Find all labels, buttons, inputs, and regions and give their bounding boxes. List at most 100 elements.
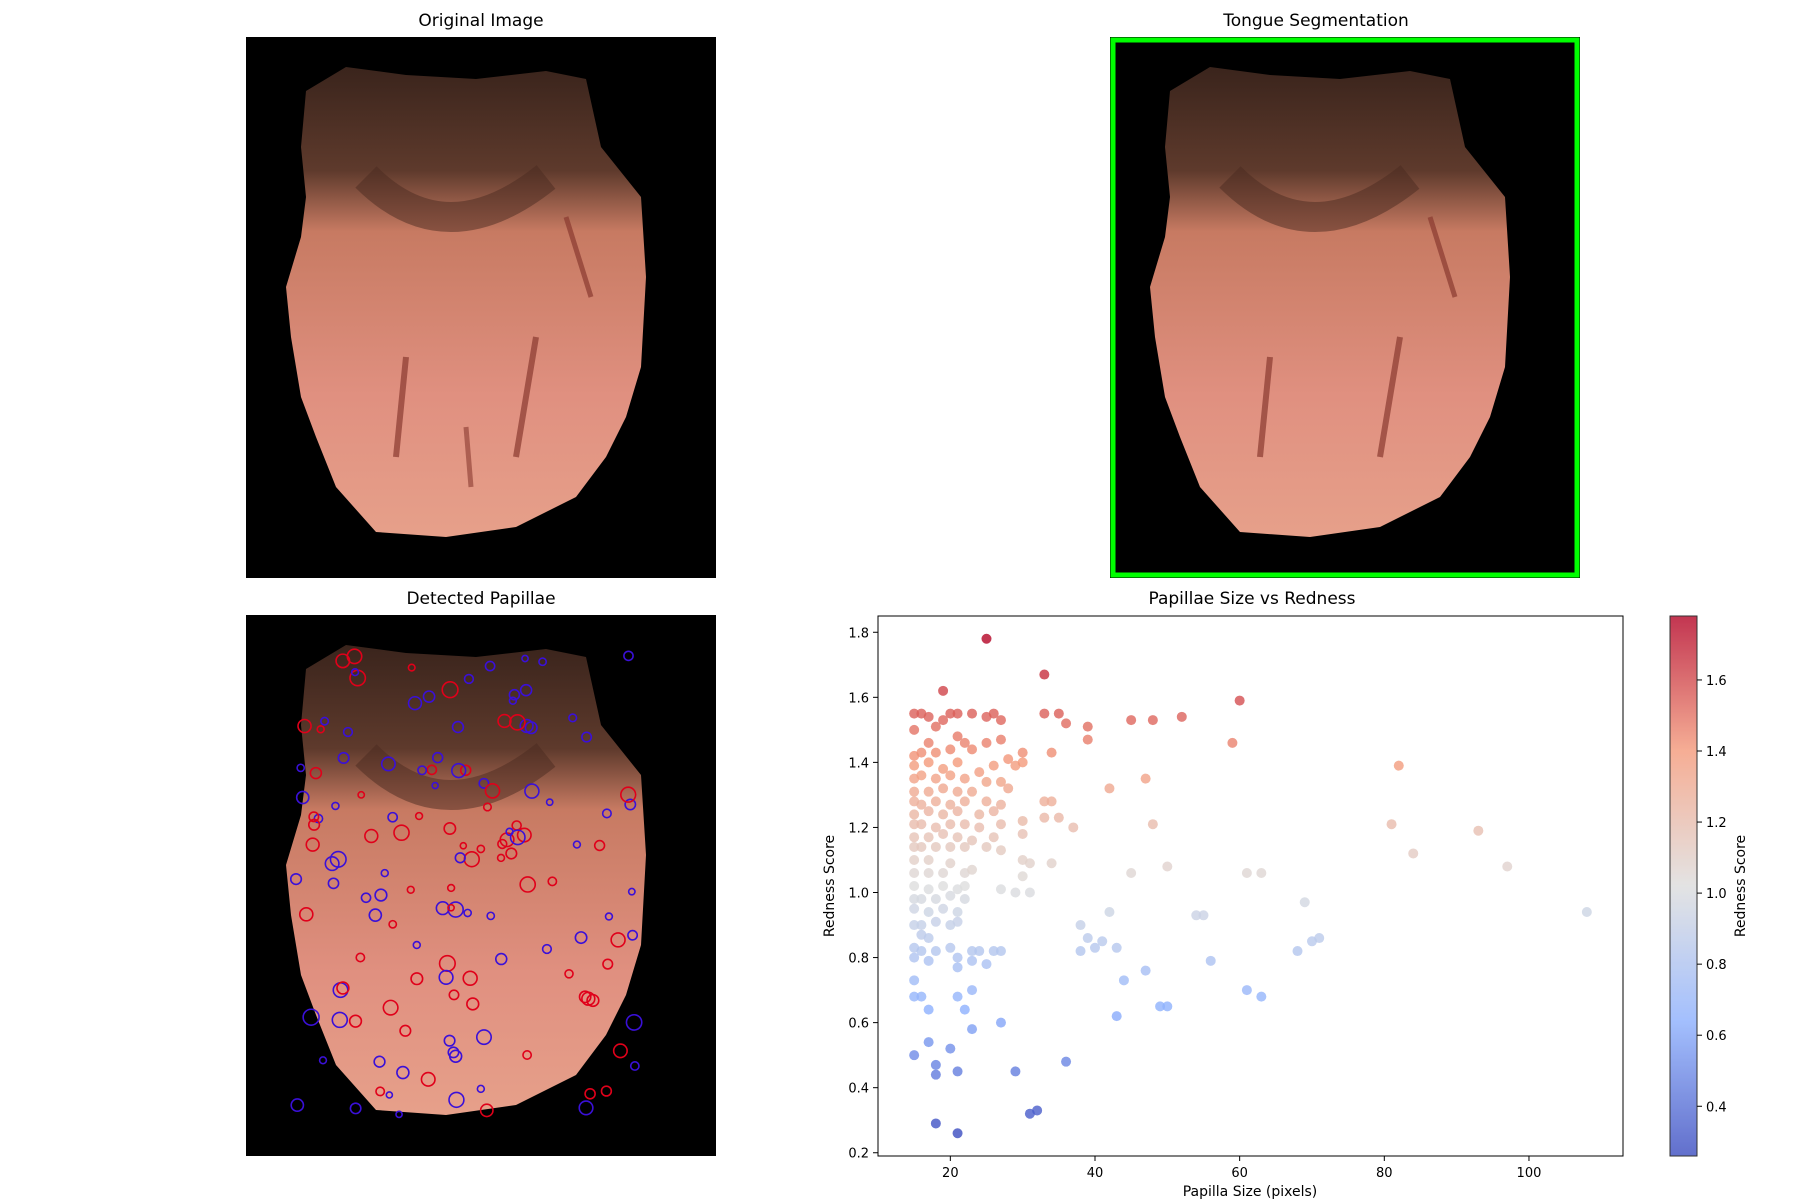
scatter-point	[959, 737, 970, 748]
y-tick-label: 1.4	[848, 756, 869, 771]
scatter-point	[945, 819, 956, 830]
scatter-point	[916, 841, 927, 852]
papilla-marker	[355, 952, 366, 963]
papilla-marker	[395, 1110, 403, 1119]
scatter-point	[945, 942, 956, 953]
papilla-marker	[593, 839, 606, 852]
scatter-point	[1205, 955, 1216, 966]
papilla-marker	[350, 667, 360, 677]
papilla-marker	[307, 818, 321, 831]
scatter-point	[1314, 933, 1325, 944]
scatter-point	[967, 744, 978, 755]
papilla-marker	[348, 1014, 363, 1028]
scatter-point	[1082, 734, 1093, 745]
scatter-point	[1241, 985, 1252, 996]
scatter-point	[916, 799, 927, 810]
scatter-point	[1292, 946, 1303, 957]
papilla-marker	[545, 798, 554, 807]
scatter-point	[1126, 715, 1137, 726]
scatter-point	[952, 832, 963, 843]
scatter-point	[1017, 871, 1028, 882]
scatter-point	[930, 1069, 941, 1080]
papillae-image	[246, 615, 716, 1156]
papilla-marker	[412, 940, 422, 950]
papilla-marker	[581, 731, 593, 743]
x-axis-label: Papilla Size (pixels)	[1183, 1184, 1318, 1200]
papilla-marker	[406, 885, 415, 894]
scatter-title: Papillae Size vs Redness	[1148, 589, 1356, 609]
scatter-point	[909, 867, 920, 878]
scatter-point	[1162, 1001, 1173, 1012]
papilla-marker	[364, 828, 379, 844]
papilla-marker	[289, 873, 303, 886]
scatter-point	[1299, 897, 1310, 908]
scatter-point	[938, 828, 949, 839]
scatter-point	[923, 806, 934, 817]
scatter-point	[1104, 907, 1115, 918]
y-tick-label: 1.6	[848, 691, 869, 706]
scatter-point	[945, 708, 956, 719]
scatter-point	[981, 841, 992, 852]
papilla-marker	[623, 650, 634, 662]
x-tick-label: 80	[1376, 1166, 1393, 1181]
papilla-marker	[296, 763, 306, 773]
scatter-point	[1075, 946, 1086, 957]
papilla-marker	[443, 1034, 456, 1047]
x-axis-ticks: 20 40 60 80 100	[942, 1156, 1541, 1181]
scatter-point	[959, 773, 970, 784]
y-tick-label: 0.2	[848, 1147, 869, 1162]
scatter-point	[1010, 887, 1021, 898]
papilla-marker	[620, 786, 637, 803]
papilla-marker	[336, 981, 350, 995]
scatter-point	[945, 858, 956, 869]
x-tick-label: 100	[1517, 1166, 1542, 1181]
papilla-marker	[600, 1085, 613, 1097]
scatter-point	[909, 819, 920, 830]
papilla-marker	[547, 876, 558, 887]
scatter-point	[945, 1043, 956, 1054]
papilla-marker	[290, 1098, 305, 1112]
papilla-marker	[627, 929, 639, 941]
papilla-marker	[497, 838, 508, 850]
scatter-point	[967, 835, 978, 846]
colorbar-tick-label: 1.0	[1706, 887, 1727, 902]
x-tick-label: 60	[1231, 1166, 1248, 1181]
scatter-point	[909, 920, 920, 931]
scatter-point	[959, 1004, 970, 1015]
scatter-point	[1140, 773, 1151, 784]
scatter-point	[1039, 708, 1050, 719]
scatter-point	[909, 975, 920, 986]
scatter-point	[1024, 887, 1035, 898]
scatter-point	[923, 737, 934, 748]
papilla-marker	[438, 969, 454, 986]
scatter-point	[1061, 1056, 1072, 1067]
scatter-point	[909, 809, 920, 820]
scatter-point	[1097, 936, 1108, 947]
scatter-point	[916, 920, 927, 931]
scatter-point	[1147, 819, 1158, 830]
papilla-marker	[393, 824, 410, 842]
scatter-point	[930, 1118, 941, 1129]
papilla-marker	[509, 829, 526, 846]
scatter-point	[1241, 867, 1252, 878]
segmentation-image	[1110, 37, 1580, 578]
scatter-point	[967, 985, 978, 996]
original-image-title: Original Image	[418, 11, 544, 31]
papilla-marker	[309, 766, 323, 780]
scatter-point	[909, 894, 920, 905]
papilla-marker	[494, 952, 508, 966]
scatter-point	[909, 952, 920, 963]
scatter-point	[995, 734, 1006, 745]
papilla-marker	[410, 972, 424, 986]
papilla-marker	[624, 798, 637, 811]
scatter-point	[1017, 828, 1028, 839]
papilla-marker	[484, 783, 501, 799]
scatter-point	[930, 796, 941, 807]
papilla-marker	[387, 811, 399, 823]
papilla-marker	[610, 932, 626, 948]
scatter-point	[1053, 812, 1064, 823]
papilla-marker	[541, 943, 553, 955]
scatter-point	[938, 809, 949, 820]
scatter-point	[1147, 715, 1158, 726]
papilla-marker	[441, 681, 459, 699]
